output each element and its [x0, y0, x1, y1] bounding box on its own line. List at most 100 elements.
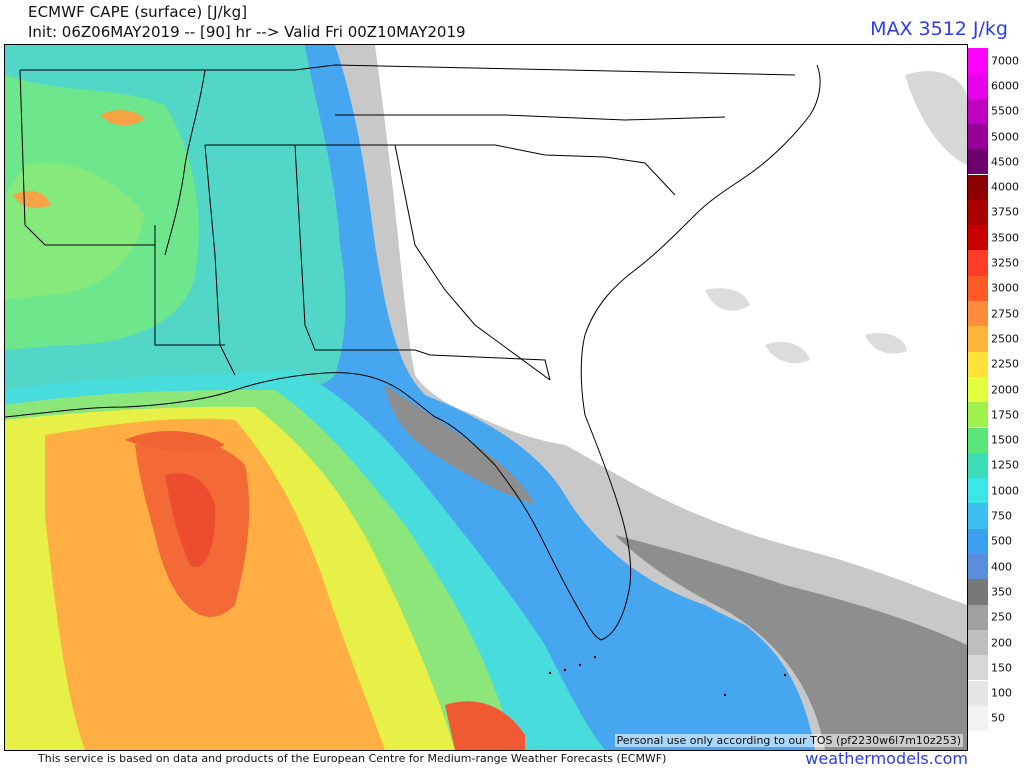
colorbar-label: 750 [991, 509, 1012, 523]
border-ga-fl [414, 349, 551, 381]
chart-title: ECMWF CAPE (surface) [J/kg] [28, 3, 248, 21]
coastline-florida-east [580, 64, 821, 641]
colorbar-entry: 3000 [968, 275, 1024, 301]
colorbar-entry: 2000 [968, 376, 1024, 403]
colorbar-label: 6000 [991, 79, 1019, 93]
colorbar-entry: 750 [968, 503, 1024, 529]
colorbar-swatch [968, 174, 988, 200]
colorbar-swatch [968, 579, 988, 605]
colorbar-label: 50 [991, 711, 1005, 725]
tos-note: Personal use only according to our TOS (… [614, 734, 963, 747]
colorbar-swatch [968, 326, 988, 352]
colorbar-label: 2750 [991, 307, 1019, 321]
colorbar-swatch [968, 554, 988, 580]
colorbar-label: 3000 [991, 281, 1019, 295]
cape-field-gulf-red4 [125, 430, 225, 452]
cape-gray-islands1 [705, 288, 750, 311]
cape-map [5, 45, 967, 750]
colorbar-entry: 150 [968, 655, 1024, 681]
colorbar-entry: 100 [968, 680, 1024, 706]
colorbar-entry: 5000 [968, 123, 1024, 150]
colorbar-label: 4000 [991, 180, 1019, 194]
colorbar-swatch [968, 680, 988, 706]
colorbar-swatch [968, 503, 988, 529]
colorbar-swatch [968, 149, 988, 175]
colorbar-swatch [968, 402, 988, 428]
colorbar-entry: 2750 [968, 301, 1024, 327]
cape-gray-islands2 [765, 341, 810, 364]
colorbar-entry: 50 [968, 705, 1024, 732]
colorbar-swatch [968, 199, 988, 226]
colorbar-swatch [968, 123, 988, 150]
colorbar-label: 250 [991, 610, 1012, 624]
colorbar-swatch [968, 452, 988, 479]
border-va-nc [335, 114, 726, 121]
colorbar-label: 5000 [991, 130, 1019, 144]
colorbar-label: 1500 [991, 433, 1019, 447]
colorbar-swatch [968, 528, 988, 554]
chart-subtitle: Init: 06Z06MAY2019 -- [90] hr --> Valid … [28, 23, 466, 41]
colorbar-label: 3250 [991, 256, 1019, 270]
border-la-ms [154, 225, 225, 346]
colorbar-entry: 5500 [968, 98, 1024, 124]
colorbar-swatch [968, 629, 988, 656]
cape-blue-atlantic [605, 565, 815, 750]
colorbar-label: 350 [991, 585, 1012, 599]
colorbar-entry: 250 [968, 604, 1024, 630]
border-northline [20, 64, 796, 76]
colorbar-swatch [968, 225, 988, 251]
colorbar-swatch [968, 73, 988, 99]
border-nc-sc [494, 144, 676, 196]
colorbar-label: 400 [991, 560, 1012, 574]
colorbar-swatch [968, 376, 988, 403]
colorbar-label: 3500 [991, 231, 1019, 245]
colorbar-label: 150 [991, 661, 1012, 675]
borders [5, 64, 821, 641]
colorbar-entry: 3500 [968, 225, 1024, 251]
max-value-label: MAX 3512 J/kg [870, 18, 1008, 40]
colorbar-label: 100 [991, 686, 1012, 700]
colorbar-label: 1000 [991, 484, 1019, 498]
colorbar-entry: 3250 [968, 250, 1024, 276]
colorbar-label: 5500 [991, 104, 1019, 118]
border-al-fl [294, 144, 415, 351]
colorbar-entry: 1000 [968, 478, 1024, 504]
colorbar-swatch [968, 427, 988, 453]
colorbar-entry: 500 [968, 528, 1024, 554]
colorbar-swatch [968, 655, 988, 681]
colorbar-label: 3750 [991, 205, 1019, 219]
colorbar-label: 1750 [991, 408, 1019, 422]
watermark-link[interactable]: weathermodels.com [805, 749, 968, 768]
colorbar-label: 200 [991, 636, 1012, 650]
colorbar-swatch [968, 250, 988, 276]
colorbar-swatch [968, 275, 988, 301]
cape-white-region [375, 45, 967, 605]
colorbar-label: 2000 [991, 383, 1019, 397]
colorbar-label: 1250 [991, 458, 1019, 472]
colorbar-entry: 3750 [968, 199, 1024, 226]
colorbar-swatch [968, 301, 988, 327]
colorbar-entry: 1500 [968, 427, 1024, 453]
colorbar-label: 2250 [991, 357, 1019, 371]
colorbar-label: 7000 [991, 54, 1019, 68]
cape-patch-north2 [13, 190, 51, 209]
colorbar-swatch [968, 705, 988, 732]
cape-field-gulf-red3 [445, 701, 525, 750]
colorbar-swatch [968, 478, 988, 504]
colorbar-label: 500 [991, 534, 1012, 548]
colorbar-entry: 400 [968, 554, 1024, 580]
coastline-gulf [5, 372, 602, 641]
colorbar-label: 4500 [991, 155, 1019, 169]
colorbar-entry: 200 [968, 629, 1024, 656]
cape-gray-islands3 [865, 332, 907, 354]
colorbar-entry: 1750 [968, 402, 1024, 428]
cape-gray-mid [615, 535, 967, 750]
colorbar-entry: 2500 [968, 326, 1024, 352]
border-ar [19, 69, 155, 246]
cape-field-gulf-red2 [165, 473, 216, 567]
border-ms-al [204, 144, 236, 376]
colorbar-entry: 4000 [968, 174, 1024, 200]
colorbar-entry: 350 [968, 579, 1024, 605]
colorbar-swatch [968, 604, 988, 630]
colorbar-swatch [968, 351, 988, 377]
